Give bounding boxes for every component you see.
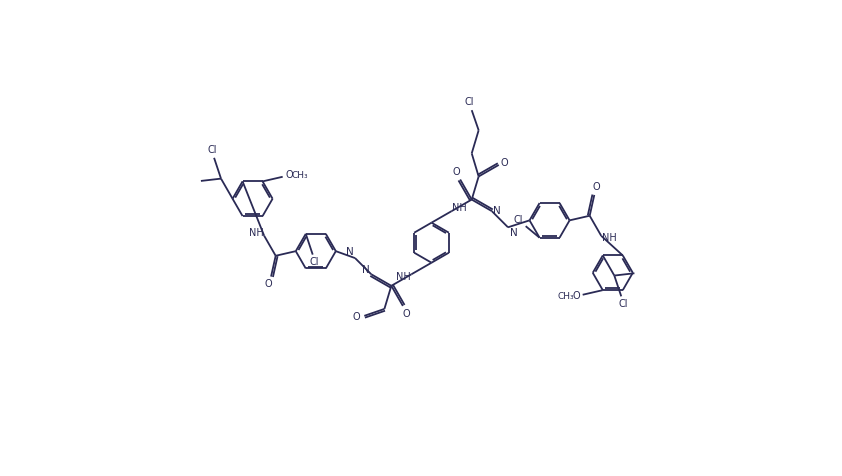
Text: O: O: [500, 158, 508, 168]
Text: O: O: [593, 182, 600, 192]
Text: NH: NH: [397, 272, 411, 282]
Text: Cl: Cl: [619, 299, 628, 309]
Text: Cl: Cl: [514, 215, 523, 225]
Text: O: O: [285, 170, 293, 180]
Text: O: O: [403, 308, 411, 318]
Text: O: O: [353, 312, 360, 322]
Text: NH: NH: [452, 203, 466, 213]
Text: NH: NH: [601, 233, 616, 243]
Text: N: N: [493, 206, 501, 216]
Text: Cl: Cl: [465, 97, 474, 107]
Text: O: O: [452, 167, 460, 177]
Text: CH₃: CH₃: [291, 171, 308, 180]
Text: N: N: [346, 247, 354, 257]
Text: N: N: [509, 228, 517, 238]
Text: Cl: Cl: [207, 145, 216, 155]
Text: CH₃: CH₃: [557, 292, 574, 301]
Text: N: N: [362, 266, 370, 276]
Text: O: O: [573, 291, 580, 301]
Text: O: O: [265, 279, 273, 289]
Text: NH: NH: [249, 228, 264, 238]
Text: Cl: Cl: [310, 258, 319, 268]
